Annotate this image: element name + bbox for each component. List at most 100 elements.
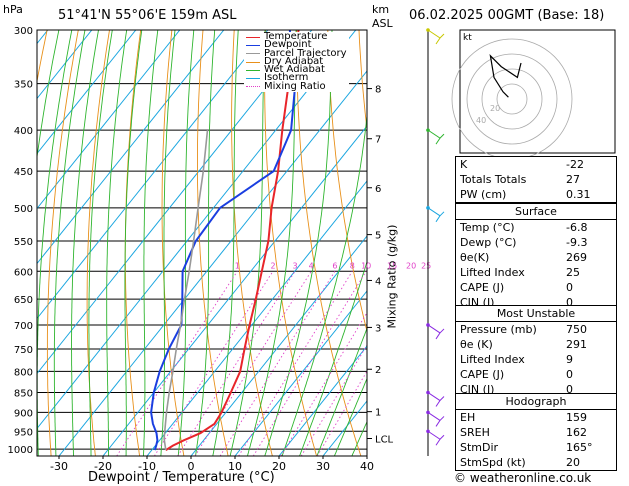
- pressure-tick-label: 950: [14, 427, 33, 438]
- dry-adiabat-line: [327, 30, 367, 334]
- hodograph-ring-label: 40: [476, 116, 486, 125]
- legend-item: Mixing Ratio: [246, 81, 347, 91]
- isotherm-line: [37, 30, 269, 320]
- indices-row: PW (cm) 0.31: [456, 187, 616, 202]
- isotherm-line: [37, 30, 225, 265]
- indices-row-value: 0.31: [566, 188, 591, 201]
- isotherm-line: [278, 345, 367, 456]
- x-tick-label: 40: [360, 460, 374, 473]
- mixing-ratio-label: 2: [270, 261, 275, 270]
- date-label: 06.02.2025 00GMT (Base: 18): [409, 8, 605, 23]
- wind-barb-icon: [427, 207, 445, 223]
- pressure-tick-label: 800: [14, 367, 33, 378]
- isotherm-line: [37, 30, 181, 210]
- indices-row-value: -22: [566, 158, 584, 171]
- pressure-tick-label: 500: [14, 204, 33, 215]
- wet-adiabat-line: [316, 326, 367, 456]
- copyright-label: © weatheronline.co.uk: [454, 471, 592, 485]
- isotherm-line: [0, 30, 4, 456]
- legend-item: Isotherm: [246, 72, 347, 84]
- mixing-ratio-axis-label: Mixing Ratio (g/kg): [385, 224, 399, 329]
- legend-swatch: [246, 86, 260, 88]
- wet-adiabat-line: [71, 30, 99, 456]
- wet-adiabat-line: [124, 30, 143, 456]
- wet-adiabat-line: [264, 30, 333, 456]
- pressure-tick-label: 900: [14, 408, 33, 419]
- surface-row-value: 25: [566, 266, 580, 279]
- hodograph-ring: [466, 53, 558, 145]
- mixing-ratio-label: 6: [332, 261, 337, 270]
- legend-item: Temperature: [246, 31, 347, 42]
- hodograph-table: Hodograph EH 159 SREH 162 StmDir 165° StmSpd (…: [455, 393, 617, 471]
- most-unstable-row: CAPE (J) 0: [456, 367, 616, 382]
- isotherm-line: [234, 290, 367, 456]
- legend-label: Isotherm: [264, 72, 309, 84]
- hodograph-ring-label: 20: [490, 104, 500, 113]
- pressure-tick-label: 300: [14, 26, 33, 37]
- x-axis-label: Dewpoint / Temperature (°C): [88, 470, 275, 485]
- indices-table: K -22 Totals Totals 27 PW (cm) 0.31: [455, 156, 617, 203]
- legend-item: Parcel Trajectory: [246, 47, 347, 59]
- mixing-ratio-label: 3: [292, 261, 297, 270]
- hodograph-row-value: 159: [566, 411, 587, 424]
- hodograph-row-value: 20: [566, 456, 580, 469]
- surface-row-label: Temp (°C): [460, 221, 515, 234]
- pressure-tick-label: 850: [14, 389, 33, 400]
- most-unstable-row-label: CIN (J): [460, 383, 495, 396]
- mixing-ratio-label: 1: [235, 261, 240, 270]
- surface-row: Temp (°C) -6.8: [456, 220, 616, 235]
- indices-row-label: Totals Totals: [460, 173, 527, 186]
- km-tick-label: 3: [375, 323, 381, 334]
- temperature-curve: [165, 30, 300, 451]
- surface-row-label: CAPE (J): [460, 281, 505, 294]
- dewpoint-curve: [150, 30, 297, 451]
- dry-adiabat-line: [124, 30, 142, 456]
- legend-label: Temperature: [264, 31, 328, 42]
- surface-row: θe(K) 269: [456, 250, 616, 265]
- asl-label: ASL: [372, 17, 393, 30]
- mixing-ratio-line: [194, 271, 312, 456]
- wet-adiabat-line: [195, 30, 216, 456]
- most-unstable-row: θe (K) 291: [456, 337, 616, 352]
- isotherm-line: [37, 30, 137, 155]
- mixing-ratio-line: [238, 271, 353, 456]
- indices-row: K -22: [456, 157, 616, 172]
- wind-barb-icon: [427, 392, 445, 407]
- hodograph-ring: [496, 83, 528, 115]
- hodograph-row: StmDir 165°: [456, 440, 616, 455]
- indices-row-label: PW (cm): [460, 188, 507, 201]
- hodograph-row: SREH 162: [456, 425, 616, 440]
- dry-adiabat-line: [46, 30, 79, 456]
- hodograph-ring: [481, 68, 543, 130]
- mixing-ratio-line: [252, 271, 367, 456]
- x-tick-label: -10: [138, 460, 156, 473]
- surface-row-value: -9.3: [566, 236, 588, 249]
- most-unstable-title: Most Unstable: [456, 306, 616, 322]
- dry-adiabat-line: [197, 30, 229, 456]
- legend-swatch: [246, 44, 260, 46]
- hodograph-row-label: StmDir: [460, 441, 499, 454]
- legend-label: Parcel Trajectory: [264, 47, 347, 59]
- legend: Temperature Dewpoint Parcel Trajectory Dry …: [244, 31, 349, 93]
- hodograph-row-value: 162: [566, 426, 587, 439]
- surface-row: CAPE (J) 0: [456, 280, 616, 295]
- pressure-tick-label: 450: [14, 167, 33, 178]
- km-tick-label: 7: [375, 135, 381, 146]
- surface-row-label: Dewp (°C): [460, 236, 517, 249]
- most-unstable-row-label: Lifted Index: [460, 353, 525, 366]
- wet-adiabat-line: [53, 30, 86, 456]
- wind-barb-icon: [427, 29, 445, 45]
- legend-item: Dry Adiabat: [246, 56, 347, 67]
- wet-adiabat-line: [281, 111, 367, 456]
- hodograph-row: EH 159: [456, 410, 616, 425]
- parcel-trajectory-curve: [163, 130, 209, 451]
- surface-row-label: θe(K): [460, 251, 490, 264]
- most-unstable-row: CIN (J) 0: [456, 382, 616, 397]
- x-tick-label: -20: [94, 460, 112, 473]
- hodograph-row: StmSpd (kt) 20: [456, 455, 616, 470]
- km-tick-label: 4: [375, 276, 381, 287]
- most-unstable-row: Pressure (mb) 750: [456, 322, 616, 337]
- mixing-ratio-line: [316, 370, 367, 456]
- isotherm-line: [190, 235, 367, 456]
- hodograph-row-value: 165°: [566, 441, 593, 454]
